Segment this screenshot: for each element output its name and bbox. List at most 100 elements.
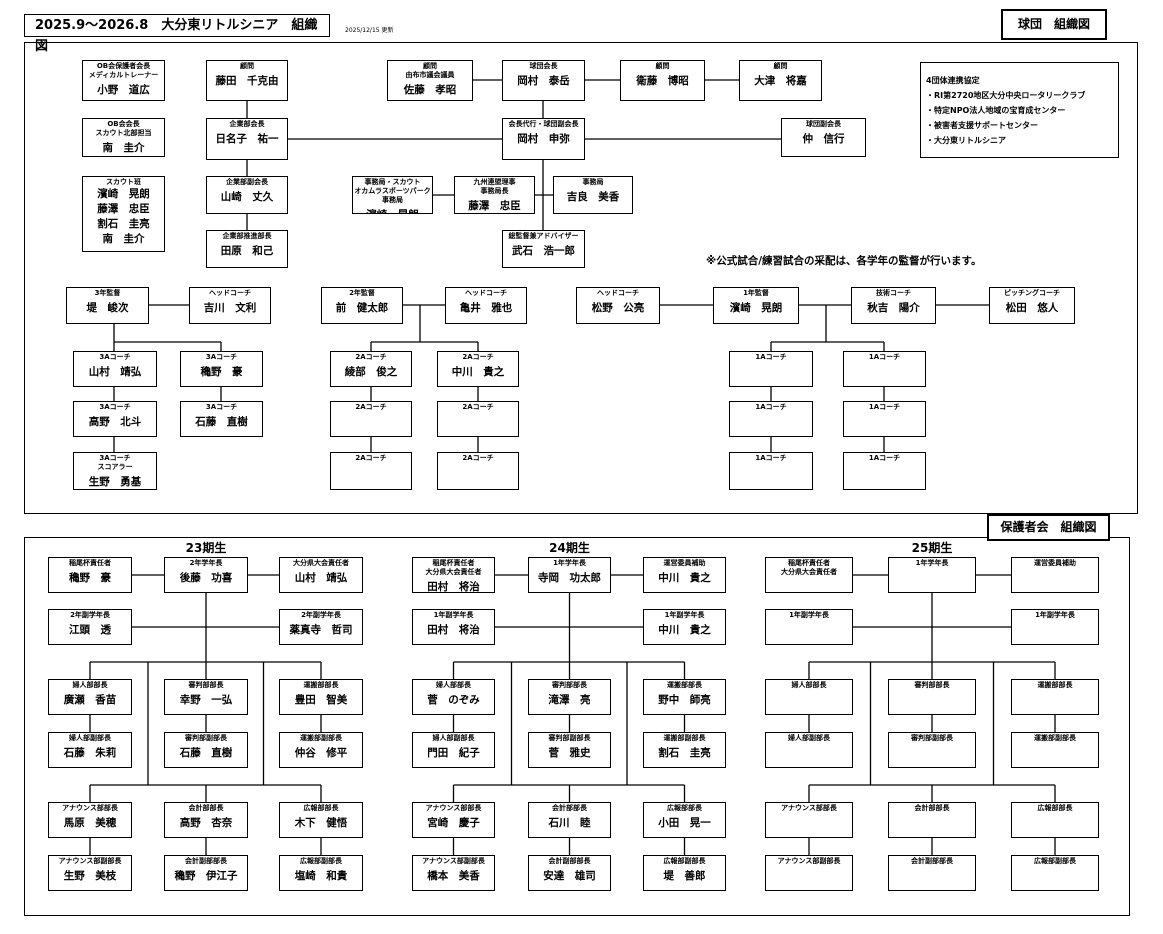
- member-name: 塩崎 和貴: [294, 870, 348, 882]
- position-title: 顧問: [655, 62, 670, 70]
- position-title: 広報部副部長: [300, 857, 342, 865]
- position-title: アナウンス部部長: [425, 804, 482, 812]
- position-title: 審判部部長: [188, 681, 224, 689]
- org-box-gm: 総監督兼アドバイザー 武石 浩一郎: [502, 230, 585, 268]
- member-name: 濱崎 晃朗 藤澤 忠臣 割石 圭亮 南 圭介: [97, 188, 150, 245]
- member-name: 石藤 朱莉: [63, 747, 117, 759]
- position-title: 事務局: [582, 178, 604, 186]
- parent-box: アナウンス部副部長 生野 美枝: [48, 855, 132, 891]
- member-name: 岡村 泰岳: [517, 75, 570, 87]
- parent-box: 運営委員補助: [1011, 557, 1099, 593]
- parent-box: 広報部副部長塩崎 和貴: [279, 855, 363, 891]
- member-name: 日名子 祐一: [215, 133, 279, 145]
- chart-title: 2025.9～2026.8 大分東リトルシニア 組織図: [24, 14, 330, 54]
- position-title: ヘッドコーチ: [597, 289, 639, 297]
- position-title: 企業部会長: [229, 120, 265, 128]
- member-name: 武石 浩一郎: [512, 245, 575, 257]
- position-title: 2年監督: [349, 289, 375, 297]
- club-chart-label: 球団 組織図: [1001, 9, 1107, 40]
- parent-box: 会計部部長: [888, 802, 976, 838]
- parent-box: 広報部副部長: [1011, 855, 1099, 891]
- parent-box: 2年副学年長 薬真寺 哲司: [279, 609, 363, 645]
- position-title: 会計副部部長: [548, 857, 591, 865]
- org-box-a1-1: 1Aコーチ: [729, 351, 813, 387]
- parent-box: 1年副学年長: [1011, 609, 1099, 645]
- org-box-a3-5: 3Aコーチ スコアラー 生野 勇基: [73, 452, 157, 490]
- position-title: アナウンス部部長: [781, 804, 837, 812]
- position-title: 企業部推進部長: [222, 232, 272, 240]
- member-name: 割石 圭亮: [658, 747, 711, 759]
- member-name: 菅 のぞみ: [427, 694, 480, 706]
- member-name: 穐野 豪: [69, 572, 111, 584]
- org-box-advisor-sato: 顧問 由布市議会議員 佐藤 孝昭: [387, 60, 473, 101]
- position-title: 大分県大会責任者: [293, 559, 349, 567]
- parent-box: アナウンス部部長: [765, 802, 853, 838]
- member-name: 木下 健悟: [294, 817, 348, 829]
- org-box-advisor-fujita: 顧問 藤田 千克由: [206, 60, 288, 101]
- position-title: 広報部部長: [303, 804, 339, 812]
- member-name: 穐野 豪: [200, 366, 243, 378]
- period-label: 23期生: [185, 541, 227, 555]
- parent-box: 会計副部部長 安達 雄司: [528, 855, 611, 891]
- position-title: 会長代行・球団副会長: [508, 120, 579, 128]
- position-title: 広報部部長: [1037, 804, 1073, 812]
- parent-box: 広報部副部長堤 善郎: [643, 855, 726, 891]
- position-title: 婦人部副部長: [432, 734, 475, 742]
- member-name: 廣瀬 香苗: [63, 694, 117, 706]
- member-name: 後藤 功喜: [179, 572, 233, 584]
- position-title: 審判部部長: [914, 681, 950, 689]
- period-label: 25期生: [911, 541, 953, 555]
- org-box-c1-tech: 技術コーチ 秋吉 陽介: [851, 287, 936, 324]
- position-title: 1Aコーチ: [755, 353, 787, 361]
- position-title: ヘッドコーチ: [465, 289, 507, 297]
- position-title: 1Aコーチ: [868, 353, 901, 361]
- position-title: 企業部副会長: [226, 178, 268, 186]
- parent-box: 1年副学年長 田村 将治: [412, 609, 495, 645]
- member-name: 南 圭介: [102, 142, 145, 154]
- position-title: 運搬部部長: [1037, 681, 1073, 689]
- position-title: アナウンス部部長: [62, 804, 118, 812]
- position-title: アナウンス部副部長: [777, 857, 841, 865]
- parent-box: 稲尾杯責任者 穐野 豪: [48, 557, 132, 593]
- org-box-a3-4: 3Aコーチ 石藤 直樹: [180, 401, 263, 437]
- org-box-a2-6: 2Aコーチ: [437, 452, 519, 490]
- parent-box: 運搬部部長: [1011, 679, 1099, 715]
- org-box-scout: スカウト班濱崎 晃朗 藤澤 忠臣 割石 圭亮 南 圭介: [82, 176, 165, 252]
- position-title: 婦人部部長: [791, 681, 827, 689]
- position-title: 1Aコーチ: [755, 403, 787, 411]
- org-box-a3-1: 3Aコーチ 山村 靖弘: [73, 351, 157, 387]
- parents-chart-label: 保護者会 組織図: [987, 514, 1110, 541]
- parent-box: アナウンス部部長馬原 美穂: [48, 802, 132, 838]
- position-title: 1年学年長: [915, 559, 949, 567]
- member-name: 小野 道広: [97, 84, 150, 96]
- parent-box: 大分県大会責任者 山村 靖弘: [279, 557, 363, 593]
- member-name: 生野 美枝: [63, 870, 117, 882]
- org-box-c3-mgr: 3年監督堤 峻次: [66, 287, 149, 324]
- member-name: 小田 晃一: [658, 817, 711, 829]
- member-name: 田原 和己: [220, 245, 274, 257]
- org-box-a1-3: 1Aコーチ: [729, 401, 813, 437]
- org-box-corp-vice: 企業部副会長 山崎 丈久: [206, 176, 288, 214]
- position-title: 1年監督: [743, 289, 769, 297]
- org-box-a1-4: 1Aコーチ: [843, 401, 926, 437]
- org-box-c3-head: ヘッドコーチ 吉川 文利: [189, 287, 271, 324]
- position-title: 3年監督: [94, 289, 121, 297]
- position-title: 運営委員補助: [1034, 559, 1076, 567]
- parent-box: 2年学年長 後藤 功喜: [164, 557, 248, 593]
- position-title: 顧問: [773, 62, 788, 70]
- member-name: 衛藤 博昭: [636, 75, 689, 87]
- position-title: 婦人部副部長: [788, 734, 830, 742]
- parent-box: 運搬部副部長: [1011, 732, 1099, 768]
- position-title: 顧問: [240, 62, 254, 70]
- parent-box: 運搬部副部長 仲谷 修平: [279, 732, 363, 768]
- position-title: アナウンス部副部長: [422, 857, 485, 865]
- member-name: 馬原 美穂: [63, 817, 117, 829]
- org-box-a2-3: 2Aコーチ: [330, 401, 412, 437]
- coaching-note: ※公式試合/練習試合の采配は、各学年の監督が行います。: [706, 255, 982, 267]
- member-name: 菅 雅史: [548, 747, 591, 759]
- parent-box: アナウンス部副部長: [765, 855, 853, 891]
- position-title: 技術コーチ: [876, 289, 911, 297]
- parent-box: 運搬部部長 野中 師亮: [643, 679, 726, 715]
- position-title: スカウト班: [106, 178, 141, 186]
- member-name: 佐藤 孝昭: [403, 84, 457, 96]
